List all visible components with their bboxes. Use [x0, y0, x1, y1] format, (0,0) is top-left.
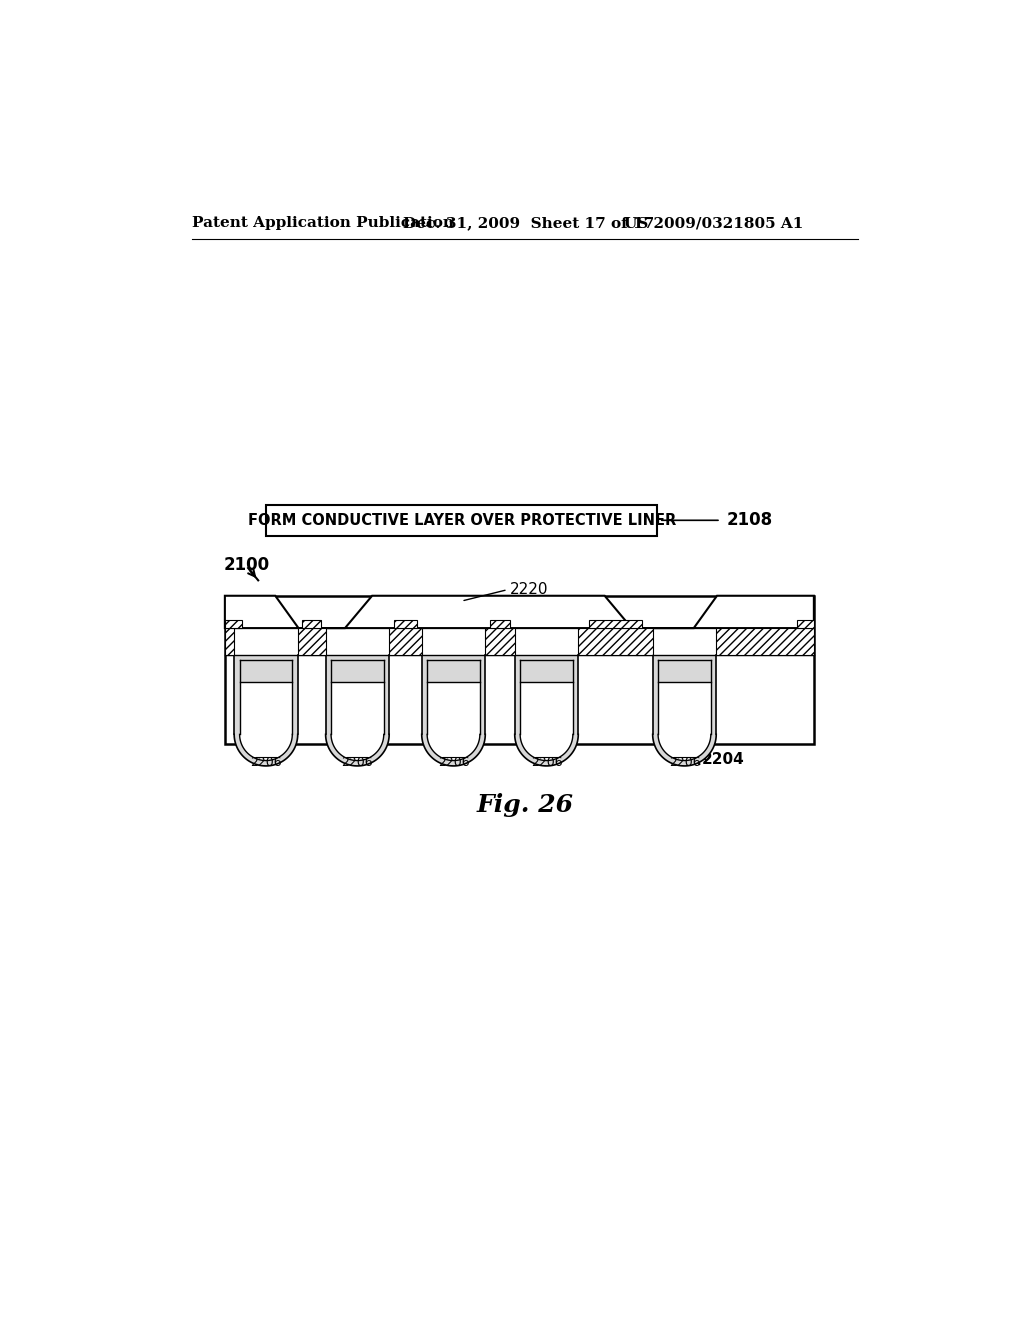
Ellipse shape: [658, 709, 711, 760]
Ellipse shape: [427, 709, 480, 760]
Ellipse shape: [515, 702, 579, 766]
Ellipse shape: [422, 702, 485, 766]
Bar: [394, 620, 417, 628]
Text: 2206: 2206: [437, 756, 469, 768]
Bar: [234, 655, 298, 734]
Bar: [266, 506, 657, 536]
Ellipse shape: [240, 709, 292, 760]
Bar: [652, 655, 716, 734]
Bar: [485, 628, 515, 655]
Ellipse shape: [520, 709, 572, 760]
Text: FORM CONDUCTIVE LAYER OVER PROTECTIVE LINER: FORM CONDUCTIVE LAYER OVER PROTECTIVE LI…: [248, 512, 676, 528]
Bar: [422, 655, 485, 734]
Text: US 2009/0321805 A1: US 2009/0321805 A1: [624, 216, 804, 230]
Text: Patent Application Publication: Patent Application Publication: [191, 216, 454, 230]
Text: 2214: 2214: [593, 631, 628, 645]
Bar: [240, 660, 292, 682]
Bar: [797, 620, 814, 628]
Bar: [225, 595, 814, 743]
Text: Dec. 31, 2009  Sheet 17 of 17: Dec. 31, 2009 Sheet 17 of 17: [403, 216, 654, 230]
Bar: [590, 620, 641, 628]
Bar: [520, 660, 572, 682]
Bar: [427, 660, 480, 734]
Bar: [658, 660, 711, 734]
Polygon shape: [225, 595, 814, 628]
Bar: [515, 655, 579, 734]
Bar: [489, 620, 510, 628]
Bar: [331, 660, 384, 734]
Text: 2100: 2100: [223, 556, 269, 574]
Bar: [658, 660, 711, 682]
Bar: [240, 660, 292, 734]
Text: 2206: 2206: [250, 756, 282, 768]
Text: 2204: 2204: [701, 751, 744, 767]
Bar: [298, 628, 326, 655]
Bar: [302, 620, 322, 628]
Bar: [716, 628, 814, 655]
Ellipse shape: [331, 709, 384, 760]
Bar: [427, 660, 480, 682]
Ellipse shape: [326, 702, 389, 766]
Text: 2108: 2108: [726, 511, 772, 529]
Bar: [225, 620, 242, 628]
Bar: [331, 660, 384, 682]
Text: 2206: 2206: [342, 756, 373, 768]
Ellipse shape: [234, 702, 298, 766]
Text: 2206: 2206: [669, 756, 700, 768]
Bar: [389, 628, 422, 655]
Ellipse shape: [652, 702, 716, 766]
Text: 2206: 2206: [530, 756, 562, 768]
Bar: [326, 655, 389, 734]
Bar: [225, 628, 234, 655]
Text: Fig. 26: Fig. 26: [476, 793, 573, 817]
Bar: [579, 628, 652, 655]
Text: 2208: 2208: [675, 660, 707, 673]
Text: 2220: 2220: [510, 582, 549, 597]
Bar: [520, 660, 572, 734]
